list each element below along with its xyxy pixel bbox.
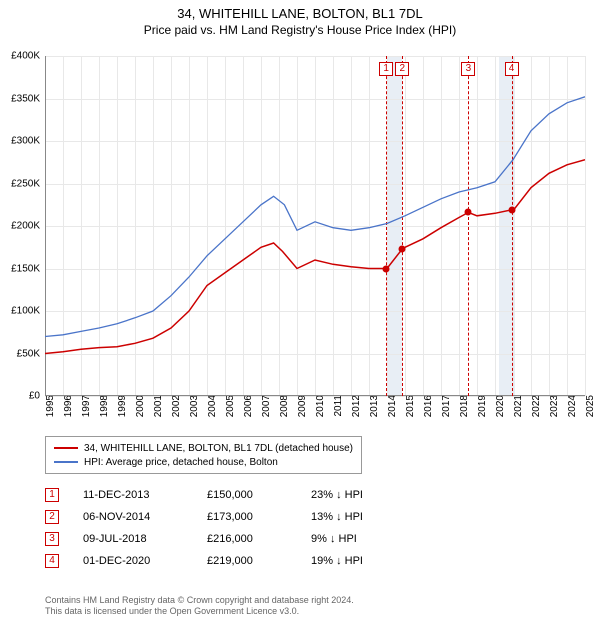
x-axis-label: 1997 [81,395,92,417]
sale-index: 1 [45,488,59,502]
sale-date: 11-DEC-2013 [83,489,183,501]
y-axis-label: £100K [0,306,40,317]
x-axis-label: 2007 [261,395,272,417]
x-axis-label: 2009 [297,395,308,417]
x-axis-label: 2005 [225,395,236,417]
sale-price: £150,000 [207,489,287,501]
y-axis-label: £250K [0,178,40,189]
x-axis-label: 1995 [45,395,56,417]
x-axis-label: 2015 [405,395,416,417]
x-axis-label: 2014 [387,395,398,417]
sale-index: 2 [45,510,59,524]
x-axis-label: 2006 [243,395,254,417]
sale-price: £173,000 [207,511,287,523]
legend-swatch [54,461,78,463]
x-axis-label: 2022 [531,395,542,417]
sales-table: 1 11-DEC-2013 £150,000 23% ↓ HPI 2 06-NOV-201… [45,484,401,572]
y-axis-label: £0 [0,391,40,402]
x-axis-label: 2010 [315,395,326,417]
sale-diff: 9% ↓ HPI [311,533,401,545]
x-axis-label: 2008 [279,395,290,417]
y-axis-label: £300K [0,136,40,147]
sale-row: 4 01-DEC-2020 £219,000 19% ↓ HPI [45,550,401,572]
sale-row: 3 09-JUL-2018 £216,000 9% ↓ HPI [45,528,401,550]
sale-price: £216,000 [207,533,287,545]
x-axis-label: 1998 [99,395,110,417]
x-axis-label: 2021 [513,395,524,417]
page-subtitle: Price paid vs. HM Land Registry's House … [0,23,600,37]
x-axis-label: 2023 [549,395,560,417]
x-axis-label: 2024 [567,395,578,417]
sale-diff: 13% ↓ HPI [311,511,401,523]
legend: 34, WHITEHILL LANE, BOLTON, BL1 7DL (det… [45,436,362,474]
x-axis-label: 2001 [153,395,164,417]
x-axis-label: 2003 [189,395,200,417]
x-axis-label: 2000 [135,395,146,417]
chart-svg [45,56,585,396]
legend-item: 34, WHITEHILL LANE, BOLTON, BL1 7DL (det… [54,441,353,455]
x-axis-label: 2018 [459,395,470,417]
y-axis-label: £350K [0,93,40,104]
legend-label: HPI: Average price, detached house, Bolt… [84,457,278,468]
legend-swatch [54,447,78,449]
sale-index: 4 [45,554,59,568]
x-axis-label: 2017 [441,395,452,417]
footer: Contains HM Land Registry data © Crown c… [45,595,354,618]
x-axis-label: 2004 [207,395,218,417]
x-axis-label: 2002 [171,395,182,417]
y-axis-label: £400K [0,51,40,62]
sale-price: £219,000 [207,555,287,567]
page-title: 34, WHITEHILL LANE, BOLTON, BL1 7DL [0,6,600,21]
sale-row: 1 11-DEC-2013 £150,000 23% ↓ HPI [45,484,401,506]
sale-index: 3 [45,532,59,546]
x-axis-label: 2011 [333,395,344,417]
price-chart: £0£50K£100K£150K£200K£250K£300K£350K£400… [45,56,585,396]
footer-line2: This data is licensed under the Open Gov… [45,606,354,618]
y-axis-label: £50K [0,348,40,359]
legend-item: HPI: Average price, detached house, Bolt… [54,455,353,469]
sale-row: 2 06-NOV-2014 £173,000 13% ↓ HPI [45,506,401,528]
footer-line1: Contains HM Land Registry data © Crown c… [45,595,354,607]
series-line [45,160,585,354]
sale-date: 09-JUL-2018 [83,533,183,545]
series-line [45,97,585,337]
x-axis-label: 2025 [585,395,596,417]
sale-diff: 19% ↓ HPI [311,555,401,567]
x-axis-label: 2019 [477,395,488,417]
y-axis-label: £200K [0,221,40,232]
sale-date: 01-DEC-2020 [83,555,183,567]
x-axis-label: 2013 [369,395,380,417]
x-axis-label: 2016 [423,395,434,417]
y-axis-label: £150K [0,263,40,274]
sale-diff: 23% ↓ HPI [311,489,401,501]
x-axis-label: 1996 [63,395,74,417]
x-axis-label: 2012 [351,395,362,417]
legend-label: 34, WHITEHILL LANE, BOLTON, BL1 7DL (det… [84,443,353,454]
sale-date: 06-NOV-2014 [83,511,183,523]
x-axis-label: 1999 [117,395,128,417]
x-axis-label: 2020 [495,395,506,417]
